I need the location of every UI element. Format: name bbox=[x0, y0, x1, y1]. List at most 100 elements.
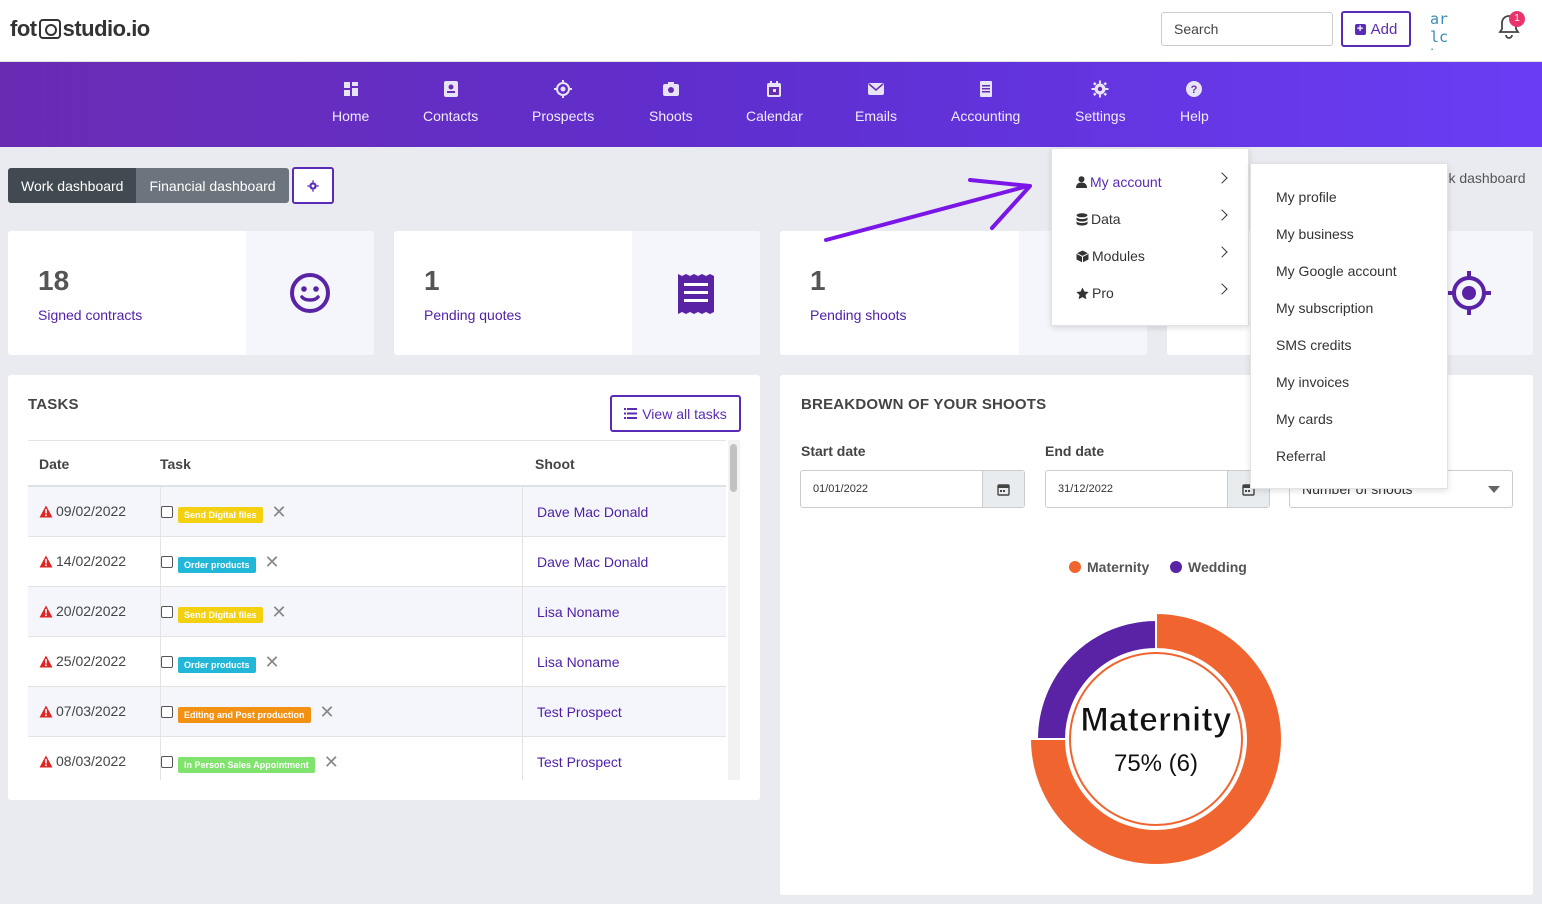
task-checkbox[interactable] bbox=[161, 656, 173, 668]
end-date-label: End date bbox=[1045, 443, 1105, 459]
task-shoot-link[interactable]: Test Prospect bbox=[522, 737, 726, 780]
start-date-value[interactable]: 01/01/2022 bbox=[813, 483, 869, 495]
nav-shoots[interactable]: Shoots bbox=[649, 80, 693, 124]
task-checkbox[interactable] bbox=[161, 706, 173, 718]
task-checkbox[interactable] bbox=[161, 756, 173, 768]
nav-emails[interactable]: Emails bbox=[855, 80, 897, 124]
logo-text-right: studio.io bbox=[62, 16, 151, 41]
end-date-field[interactable]: 31/12/2022 bbox=[1045, 470, 1270, 508]
task-checkbox[interactable] bbox=[161, 506, 173, 518]
column-date[interactable]: Date bbox=[39, 456, 70, 472]
task-tag[interactable]: Send Digital files bbox=[178, 607, 263, 623]
nav-help[interactable]: ? Help bbox=[1180, 80, 1209, 124]
nav-accounting[interactable]: Accounting bbox=[951, 80, 1020, 124]
stat-card-signed-contracts[interactable]: 18 Signed contracts bbox=[8, 231, 374, 355]
task-shoot-link[interactable]: Lisa Noname bbox=[522, 637, 726, 687]
calendar-button[interactable] bbox=[982, 471, 1024, 507]
close-icon[interactable]: ✕ bbox=[271, 601, 287, 622]
task-shoot-link[interactable]: Dave Mac Donald bbox=[522, 487, 726, 537]
search-input[interactable] bbox=[1161, 12, 1333, 46]
star-icon bbox=[1076, 287, 1089, 299]
help-icon: ? bbox=[1186, 81, 1203, 97]
dashboard-settings-button[interactable] bbox=[292, 167, 334, 204]
logo[interactable]: fot studio.io bbox=[10, 16, 150, 42]
calendar-button[interactable] bbox=[1227, 471, 1269, 507]
tasks-scrollbar[interactable] bbox=[728, 440, 740, 780]
home-icon bbox=[343, 82, 358, 96]
menu-item-label: My account bbox=[1090, 174, 1162, 190]
donut-slice-maternity[interactable] bbox=[1028, 611, 1283, 866]
add-button[interactable]: + Add bbox=[1341, 11, 1411, 47]
plus-icon: + bbox=[1354, 23, 1366, 35]
task-shoot-link[interactable]: Test Prospect bbox=[522, 687, 726, 737]
task-tag[interactable]: Send Digital files bbox=[178, 507, 263, 523]
view-all-tasks-button[interactable]: View all tasks bbox=[610, 395, 741, 432]
menu-item-modules[interactable]: Modules bbox=[1076, 245, 1228, 267]
table-row: 08/03/2022 In Person Sales Appointment ✕ Te… bbox=[28, 737, 726, 780]
task-tag[interactable]: Editing and Post production bbox=[178, 707, 311, 723]
task-checkbox[interactable] bbox=[161, 556, 173, 568]
task-date: 20/02/2022 bbox=[39, 603, 126, 619]
submenu-my-google-account[interactable]: My Google account bbox=[1276, 263, 1397, 279]
nav-prospects[interactable]: Prospects bbox=[532, 80, 594, 124]
submenu-my-cards[interactable]: My cards bbox=[1276, 411, 1333, 427]
nav-settings-label: Settings bbox=[1075, 108, 1126, 124]
close-icon[interactable]: ✕ bbox=[264, 551, 280, 572]
legend-label: Maternity bbox=[1087, 559, 1150, 575]
submenu-my-profile[interactable]: My profile bbox=[1276, 189, 1337, 205]
stat-card-pending-quotes[interactable]: 1 Pending quotes bbox=[394, 231, 760, 355]
start-date-field[interactable]: 01/01/2022 bbox=[800, 470, 1025, 508]
donut-slice-wedding[interactable] bbox=[1035, 618, 1157, 740]
warning-icon bbox=[39, 505, 53, 517]
submenu-sms-credits[interactable]: SMS credits bbox=[1276, 337, 1352, 353]
close-icon[interactable]: ✕ bbox=[264, 651, 280, 672]
submenu-referral[interactable]: Referral bbox=[1276, 448, 1326, 464]
avatar[interactable]: ar lc herr bbox=[1430, 10, 1466, 50]
end-date-value[interactable]: 31/12/2022 bbox=[1058, 483, 1114, 495]
view-all-tasks-label: View all tasks bbox=[642, 405, 727, 422]
camera-icon bbox=[662, 82, 679, 96]
task-shoot-link[interactable]: Dave Mac Donald bbox=[522, 537, 726, 587]
table-row: 20/02/2022 Send Digital files ✕ Lisa Noname bbox=[28, 587, 726, 637]
nav-calendar-label: Calendar bbox=[746, 108, 803, 124]
menu-item-pro[interactable]: Pro bbox=[1076, 282, 1228, 304]
submenu-my-subscription[interactable]: My subscription bbox=[1276, 300, 1374, 316]
donut-center-label: Maternity bbox=[1080, 701, 1231, 739]
close-icon[interactable]: ✕ bbox=[271, 501, 287, 522]
cube-icon bbox=[1076, 250, 1089, 262]
task-tag[interactable]: In Person Sales Appointment bbox=[178, 757, 315, 773]
financial-dashboard-button[interactable]: Financial dashboard bbox=[136, 168, 289, 203]
task-tag[interactable]: Order products bbox=[178, 657, 256, 673]
shoots-donut-chart: Maternity 75% (6) bbox=[1028, 611, 1283, 866]
close-icon[interactable]: ✕ bbox=[323, 751, 339, 772]
nav-help-label: Help bbox=[1180, 108, 1209, 124]
menu-item-my-account[interactable]: My account bbox=[1076, 171, 1228, 193]
nav-settings[interactable]: Settings bbox=[1075, 80, 1126, 124]
column-task[interactable]: Task bbox=[160, 456, 191, 472]
nav-calendar[interactable]: Calendar bbox=[746, 80, 803, 124]
submenu-my-business[interactable]: My business bbox=[1276, 226, 1354, 242]
notifications-button[interactable]: 1 bbox=[1497, 11, 1525, 42]
logo-text-left: fot bbox=[10, 16, 37, 41]
submenu-my-invoices[interactable]: My invoices bbox=[1276, 374, 1350, 390]
task-cell: Order products ✕ bbox=[160, 637, 280, 687]
work-dashboard-button[interactable]: Work dashboard bbox=[8, 168, 137, 203]
nav-home[interactable]: Home bbox=[332, 80, 369, 124]
legend-item-wedding[interactable]: Wedding bbox=[1170, 559, 1247, 575]
stat-icon-box bbox=[246, 231, 374, 355]
ledger-icon bbox=[979, 81, 992, 97]
stat-label: Pending quotes bbox=[424, 307, 522, 323]
task-checkbox[interactable] bbox=[161, 606, 173, 618]
chevron-right-icon bbox=[1216, 246, 1228, 258]
chevron-right-icon bbox=[1216, 283, 1228, 295]
column-shoot[interactable]: Shoot bbox=[535, 456, 575, 472]
task-tag[interactable]: Order products bbox=[178, 557, 256, 573]
menu-item-data[interactable]: Data bbox=[1076, 208, 1228, 230]
tasks-panel: TASKS View all tasks Date Task Shoot 09/… bbox=[8, 375, 760, 800]
task-shoot-link[interactable]: Lisa Noname bbox=[522, 587, 726, 637]
scrollbar-thumb[interactable] bbox=[730, 444, 737, 492]
close-icon[interactable]: ✕ bbox=[319, 701, 335, 722]
chevron-right-icon bbox=[1216, 209, 1228, 221]
legend-item-maternity[interactable]: Maternity bbox=[1069, 559, 1149, 575]
nav-contacts[interactable]: Contacts bbox=[423, 80, 478, 124]
